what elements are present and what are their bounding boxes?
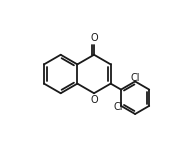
Text: O: O	[90, 95, 98, 105]
Text: O: O	[90, 33, 98, 43]
Text: Cl: Cl	[130, 73, 140, 83]
Text: Cl: Cl	[113, 102, 123, 112]
